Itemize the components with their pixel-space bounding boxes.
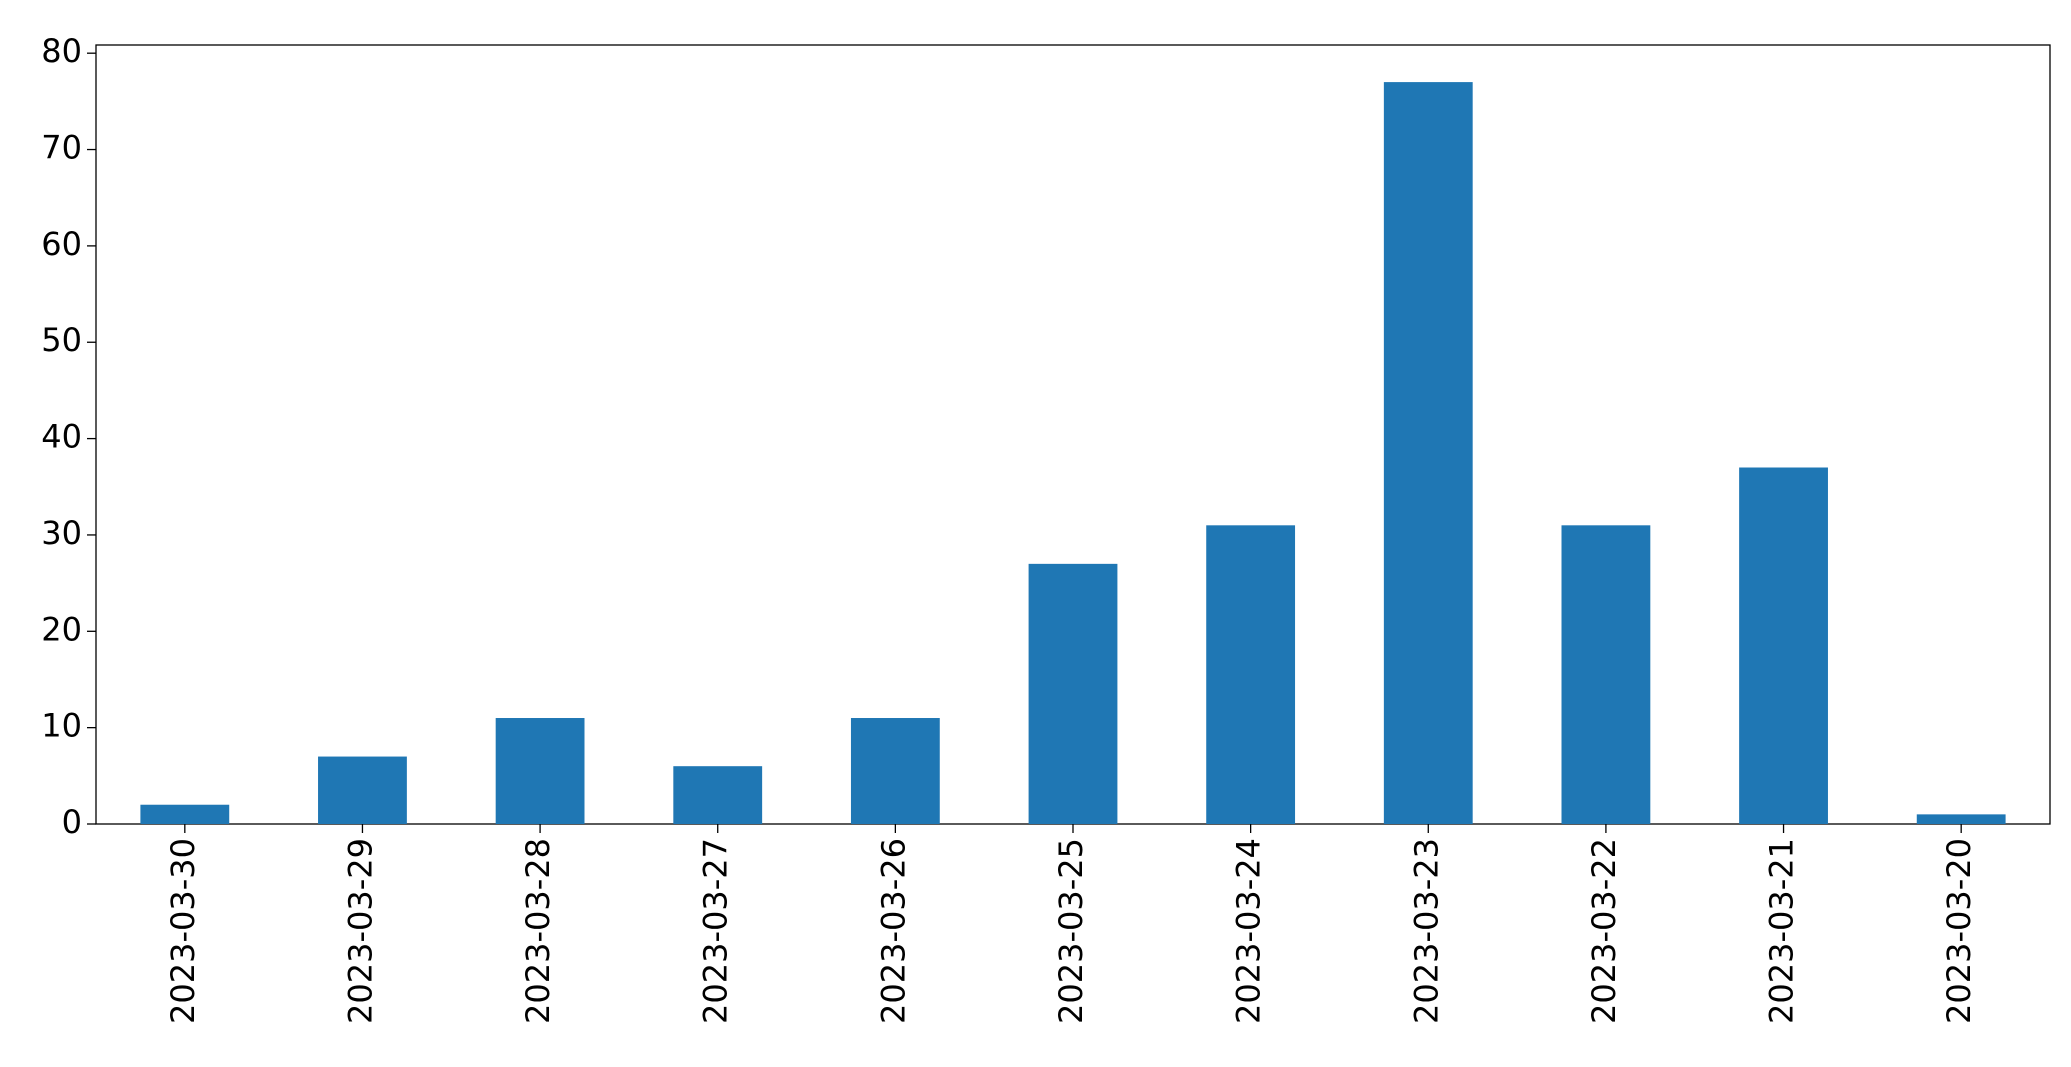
x-tick-label: 2023-03-21 [1763,838,1801,1024]
x-tick-label: 2023-03-22 [1585,838,1623,1024]
y-tick-label: 0 [62,803,82,841]
bar [850,718,940,824]
bar [140,804,230,824]
y-tick-label: 10 [41,707,82,745]
y-tick-label: 80 [41,32,82,70]
y-tick-label: 30 [41,514,82,552]
x-tick-label: 2023-03-24 [1230,838,1268,1024]
y-tick-label: 60 [41,225,82,263]
x-tick-label: 2023-03-30 [164,838,202,1024]
x-tick-label: 2023-03-26 [874,838,912,1024]
bar [495,718,585,824]
x-tick-label: 2023-03-23 [1407,838,1445,1024]
y-tick-label: 70 [41,129,82,167]
bar [1028,563,1118,824]
x-tick-label: 2023-03-28 [519,838,557,1024]
x-tick-label: 2023-03-27 [697,838,735,1024]
x-tick-label: 2023-03-20 [1940,838,1978,1024]
x-tick-label: 2023-03-29 [341,838,379,1024]
y-tick-label: 50 [41,321,82,359]
bar [1916,814,2006,824]
bar [1206,525,1296,824]
bar [1739,467,1828,824]
y-tick-label: 40 [41,418,82,456]
bar [1383,82,1473,825]
y-tick-label: 20 [41,610,82,648]
bar [673,766,763,824]
bar [1561,525,1651,824]
bar [318,756,407,824]
x-tick-label: 2023-03-25 [1052,838,1090,1024]
